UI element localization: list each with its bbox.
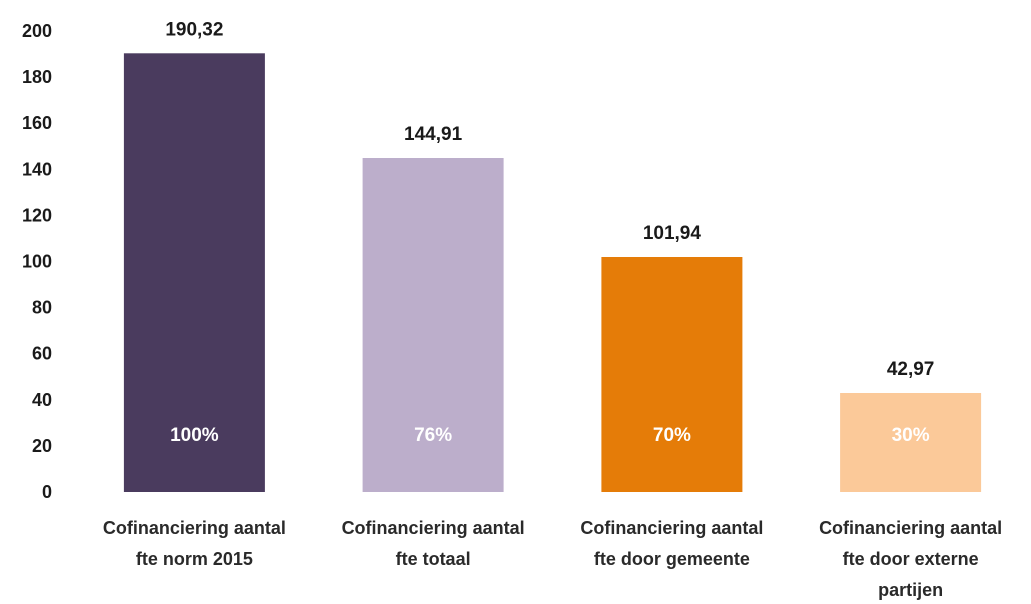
y-tick-label: 100 bbox=[22, 252, 52, 272]
data-label: 101,94 bbox=[643, 223, 702, 244]
bar bbox=[601, 257, 743, 492]
x-tick-label-line: Cofinanciering aantal bbox=[342, 518, 525, 538]
x-tick-label: Cofinanciering aantal fte door externe par… bbox=[819, 518, 1002, 600]
percent-label: 70% bbox=[653, 425, 691, 446]
percent-label: 30% bbox=[892, 425, 930, 446]
data-label: 42,97 bbox=[887, 359, 935, 380]
y-tick-label: 160 bbox=[22, 113, 52, 133]
bars bbox=[123, 53, 982, 493]
x-tick-label-line: Cofinanciering aantal bbox=[580, 518, 763, 538]
y-tick-label: 180 bbox=[22, 67, 52, 87]
x-axis: Cofinanciering aantal fte norm 2015Cofina… bbox=[103, 518, 1002, 600]
x-tick-label: Cofinanciering aantal fte door gemeente bbox=[580, 518, 763, 569]
y-tick-label: 40 bbox=[32, 390, 52, 410]
x-tick-label-line: partijen bbox=[878, 580, 943, 600]
x-tick-label-line: fte door gemeente bbox=[594, 549, 750, 569]
y-tick-label: 60 bbox=[32, 344, 52, 364]
x-tick-label-line: fte totaal bbox=[396, 549, 471, 569]
y-tick-label: 20 bbox=[32, 436, 52, 456]
percent-label: 100% bbox=[170, 425, 219, 446]
x-tick-label-line: fte door externe bbox=[843, 549, 979, 569]
bar bbox=[362, 158, 504, 492]
y-tick-label: 200 bbox=[22, 21, 52, 41]
x-tick-label: Cofinanciering aantal fte totaal bbox=[342, 518, 525, 569]
x-tick-label-line: Cofinanciering aantal bbox=[819, 518, 1002, 538]
y-tick-label: 120 bbox=[22, 205, 52, 225]
bar bbox=[840, 393, 982, 492]
data-label: 144,91 bbox=[404, 124, 463, 145]
y-tick-label: 0 bbox=[42, 482, 52, 502]
x-tick-label: Cofinanciering aantal fte norm 2015 bbox=[103, 518, 286, 569]
value-labels: 190,32 144,91 101,94 42,97 bbox=[165, 19, 934, 380]
bar bbox=[123, 53, 265, 493]
percent-labels: 100% 76% 70% 30% bbox=[170, 425, 930, 446]
x-tick-label-line: Cofinanciering aantal bbox=[103, 518, 286, 538]
data-label: 190,32 bbox=[165, 19, 223, 40]
y-axis: 0 20 40 60 80 100 120 140 160 180 200 bbox=[22, 21, 52, 502]
percent-label: 76% bbox=[414, 425, 452, 446]
y-tick-label: 140 bbox=[22, 159, 52, 179]
x-tick-label-line: fte norm 2015 bbox=[136, 549, 253, 569]
y-tick-label: 80 bbox=[32, 298, 52, 318]
